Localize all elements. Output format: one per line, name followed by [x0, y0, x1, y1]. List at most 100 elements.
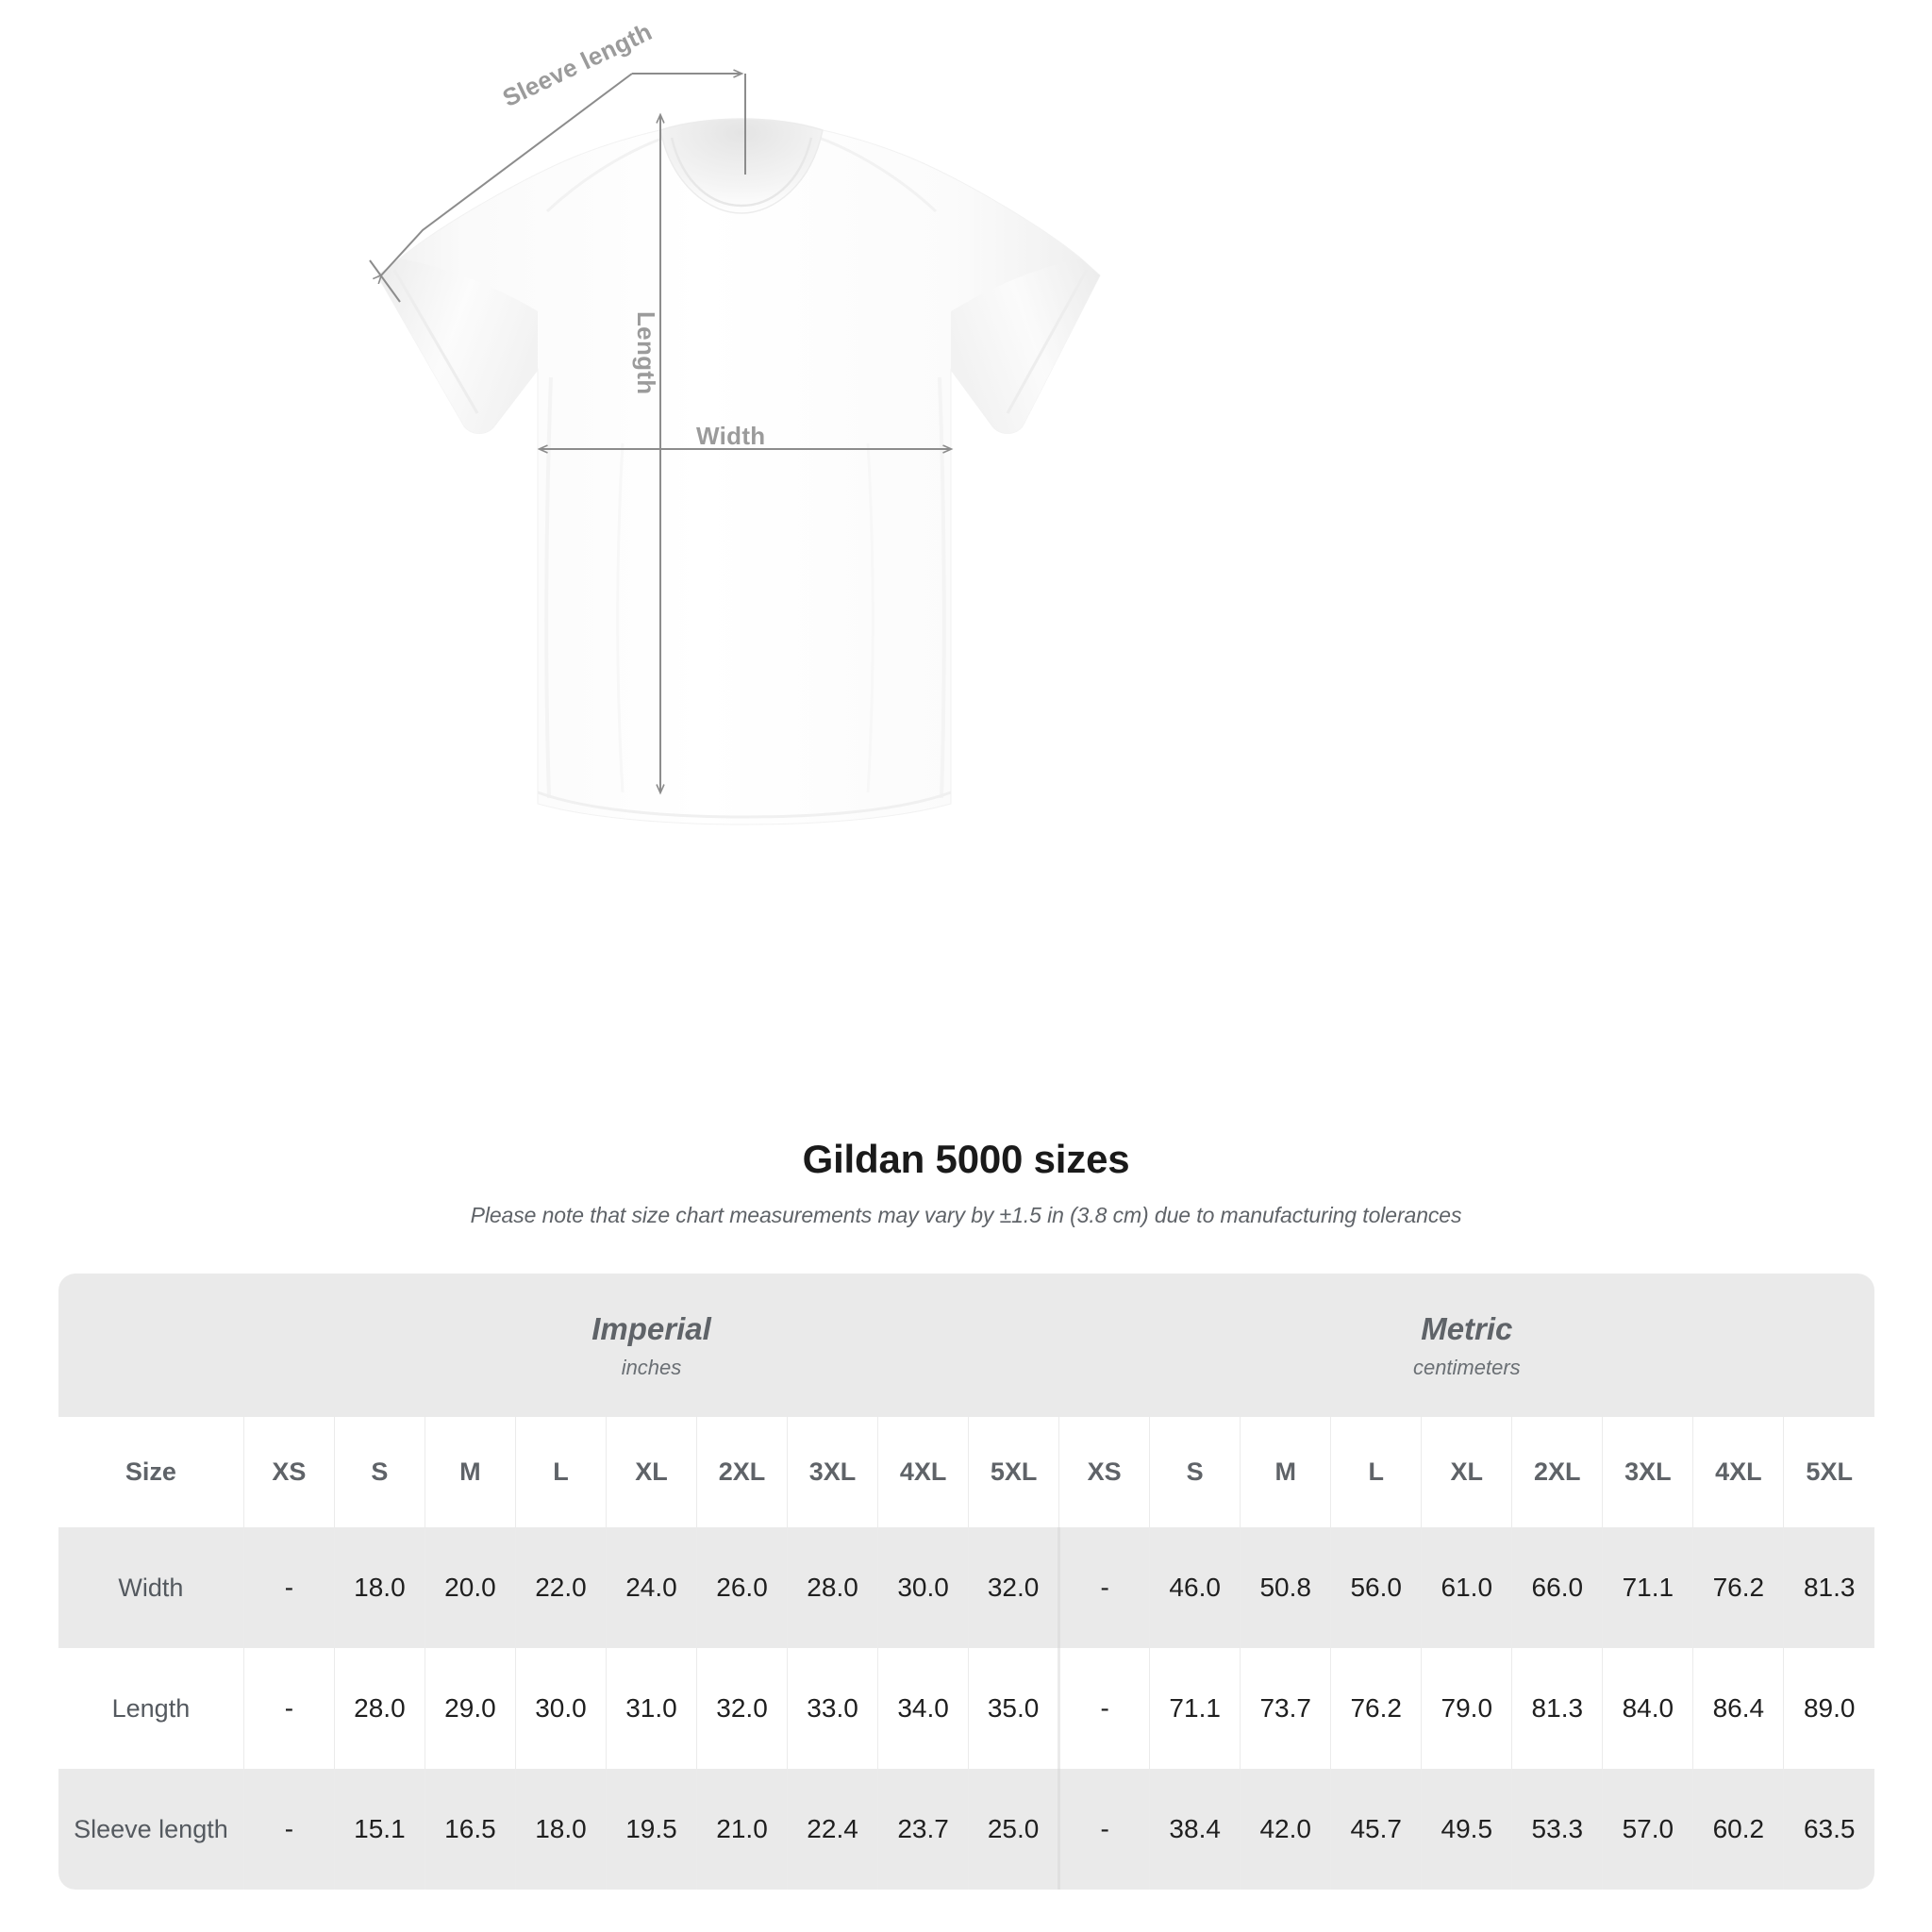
size-header-imperial-4xl: 4XL	[877, 1417, 969, 1527]
cell-metric-length-5xl: 89.0	[1783, 1648, 1874, 1769]
table-row: Sleeve length -15.1 16.5 18.0 19.5 21.0 22.4 23…	[58, 1769, 1874, 1890]
table-row: Width -18.0 20.0 22.0 24.0 26.0 28.0 30.0 32.0-4…	[58, 1527, 1874, 1648]
right-shoulder-seam	[818, 136, 938, 213]
size-header-imperial-xs: XS	[242, 1417, 335, 1527]
sleeve-arrow-diagonal	[381, 73, 633, 275]
size-header-metric-5xl: 5XL	[1783, 1417, 1874, 1527]
row-label-sleeve-length: Sleeve length	[58, 1769, 244, 1890]
unit-name-metric: centimeters	[1412, 1355, 1521, 1379]
size-header-imperial-m: M	[424, 1417, 516, 1527]
cell-imperial-sleeve-length-l: 18.0	[514, 1769, 607, 1890]
cell-imperial-width-5xl: 32.0	[968, 1527, 1059, 1648]
cell-imperial-sleeve-length-2xl: 21.0	[695, 1769, 788, 1890]
size-header-imperial-xl: XL	[605, 1417, 697, 1527]
cell-metric-width-2xl: 66.0	[1511, 1527, 1603, 1648]
size-header-metric-l: L	[1330, 1417, 1422, 1527]
cell-metric-sleeve-length-5xl: 63.5	[1783, 1769, 1874, 1890]
right-sleeve-hem	[1006, 269, 1089, 414]
cell-metric-length-s: 71.1	[1149, 1648, 1241, 1769]
cell-metric-width-xs: -	[1058, 1527, 1150, 1648]
cell-imperial-width-s: 18.0	[333, 1527, 425, 1648]
bottom-hem	[537, 791, 952, 819]
length-label: Length	[632, 311, 660, 395]
cell-metric-length-xl: 79.0	[1421, 1648, 1512, 1769]
size-header-metric-m: M	[1240, 1417, 1331, 1527]
cell-imperial-width-2xl: 26.0	[695, 1527, 788, 1648]
cell-metric-sleeve-length-xs: -	[1058, 1769, 1150, 1890]
tshirt-measurement-diagram: Sleeve length Length Width	[369, 17, 1101, 825]
size-header-imperial-3xl: 3XL	[787, 1417, 878, 1527]
cell-imperial-length-2xl: 32.0	[695, 1648, 788, 1769]
body-fold-inner-right	[866, 442, 874, 793]
cell-imperial-length-xl: 31.0	[605, 1648, 697, 1769]
cell-metric-sleeve-length-s: 38.4	[1149, 1769, 1241, 1890]
cell-metric-sleeve-length-xl: 49.5	[1421, 1769, 1512, 1890]
unit-cell-imperial: Imperial inches	[243, 1274, 1059, 1417]
width-label: Width	[696, 422, 766, 450]
left-sleeve	[377, 258, 538, 434]
cell-imperial-length-l: 30.0	[514, 1648, 607, 1769]
sleeve-hem-tick	[369, 259, 401, 303]
unit-system-header-row: Imperial inches Metric centimeters	[58, 1274, 1874, 1417]
unit-row-spacer	[58, 1274, 244, 1417]
cell-imperial-length-s: 28.0	[333, 1648, 425, 1769]
cell-metric-width-3xl: 71.1	[1602, 1527, 1693, 1648]
body-fold-inner-left	[616, 442, 625, 793]
size-header-metric-s: S	[1149, 1417, 1241, 1527]
unit-cell-metric: Metric centimeters	[1058, 1274, 1874, 1417]
row-label-length: Length	[58, 1648, 244, 1769]
unit-name-imperial: inches	[621, 1355, 682, 1379]
right-sleeve	[951, 258, 1100, 434]
title-block: Gildan 5000 sizes Please note that size …	[0, 1137, 1932, 1228]
cell-imperial-length-3xl: 33.0	[787, 1648, 878, 1769]
cell-imperial-width-xs: -	[242, 1527, 335, 1648]
cell-imperial-sleeve-length-5xl: 25.0	[968, 1769, 1059, 1890]
cell-imperial-sleeve-length-3xl: 22.4	[787, 1769, 878, 1890]
cell-metric-length-xs: -	[1058, 1648, 1150, 1769]
tshirt-body-path	[376, 129, 1101, 825]
row-label-width: Width	[58, 1527, 244, 1648]
tolerance-note: Please note that size chart measurements…	[470, 1203, 1462, 1227]
cell-imperial-width-m: 20.0	[424, 1527, 516, 1648]
page-title: Gildan 5000 sizes	[802, 1137, 1130, 1181]
dimension-lines	[369, 73, 951, 792]
cell-imperial-length-m: 29.0	[424, 1648, 516, 1769]
size-header-metric-xs: XS	[1058, 1417, 1150, 1527]
cell-imperial-sleeve-length-xl: 19.5	[605, 1769, 697, 1890]
cell-metric-length-2xl: 81.3	[1511, 1648, 1603, 1769]
cell-metric-sleeve-length-2xl: 53.3	[1511, 1769, 1603, 1890]
unit-system-name-imperial: Imperial	[591, 1310, 711, 1346]
size-header-metric-4xl: 4XL	[1692, 1417, 1784, 1527]
cell-imperial-sleeve-length-s: 15.1	[333, 1769, 425, 1890]
unit-system-name-metric: Metric	[1421, 1310, 1513, 1346]
cell-metric-width-s: 46.0	[1149, 1527, 1241, 1648]
cell-metric-length-4xl: 86.4	[1692, 1648, 1784, 1769]
cell-metric-width-m: 50.8	[1240, 1527, 1331, 1648]
cell-imperial-length-xs: -	[242, 1648, 335, 1769]
size-header-imperial-2xl: 2XL	[695, 1417, 788, 1527]
cell-metric-width-5xl: 81.3	[1783, 1527, 1874, 1648]
table-row: Length -28.0 29.0 30.0 31.0 32.0 33.0 34.0 35.0-…	[58, 1648, 1874, 1769]
body-fold-right	[938, 376, 946, 799]
body-fold-left	[544, 376, 553, 799]
cell-imperial-width-l: 22.0	[514, 1527, 607, 1648]
cell-metric-length-l: 76.2	[1330, 1648, 1422, 1769]
cell-imperial-width-3xl: 28.0	[787, 1527, 878, 1648]
cell-metric-length-3xl: 84.0	[1602, 1648, 1693, 1769]
size-header-metric-2xl: 2XL	[1511, 1417, 1603, 1527]
size-header-imperial-l: L	[514, 1417, 607, 1527]
collar-inner-edge	[670, 137, 813, 208]
cell-imperial-width-4xl: 30.0	[877, 1527, 969, 1648]
cell-imperial-length-4xl: 34.0	[877, 1648, 969, 1769]
cell-metric-sleeve-length-l: 45.7	[1330, 1769, 1422, 1890]
cell-metric-width-4xl: 76.2	[1692, 1527, 1784, 1648]
cell-imperial-sleeve-length-4xl: 23.7	[877, 1769, 969, 1890]
cell-imperial-sleeve-length-m: 16.5	[424, 1769, 516, 1890]
cell-metric-sleeve-length-m: 42.0	[1240, 1769, 1331, 1890]
cell-metric-length-m: 73.7	[1240, 1648, 1331, 1769]
tshirt-shape	[376, 118, 1101, 825]
size-chart-table: Imperial inches Metric centimeters Size …	[58, 1274, 1874, 1890]
cell-metric-sleeve-length-4xl: 60.2	[1692, 1769, 1784, 1890]
cell-imperial-sleeve-length-xs: -	[242, 1769, 335, 1890]
size-chart-container: Imperial inches Metric centimeters Size …	[58, 1274, 1874, 1890]
